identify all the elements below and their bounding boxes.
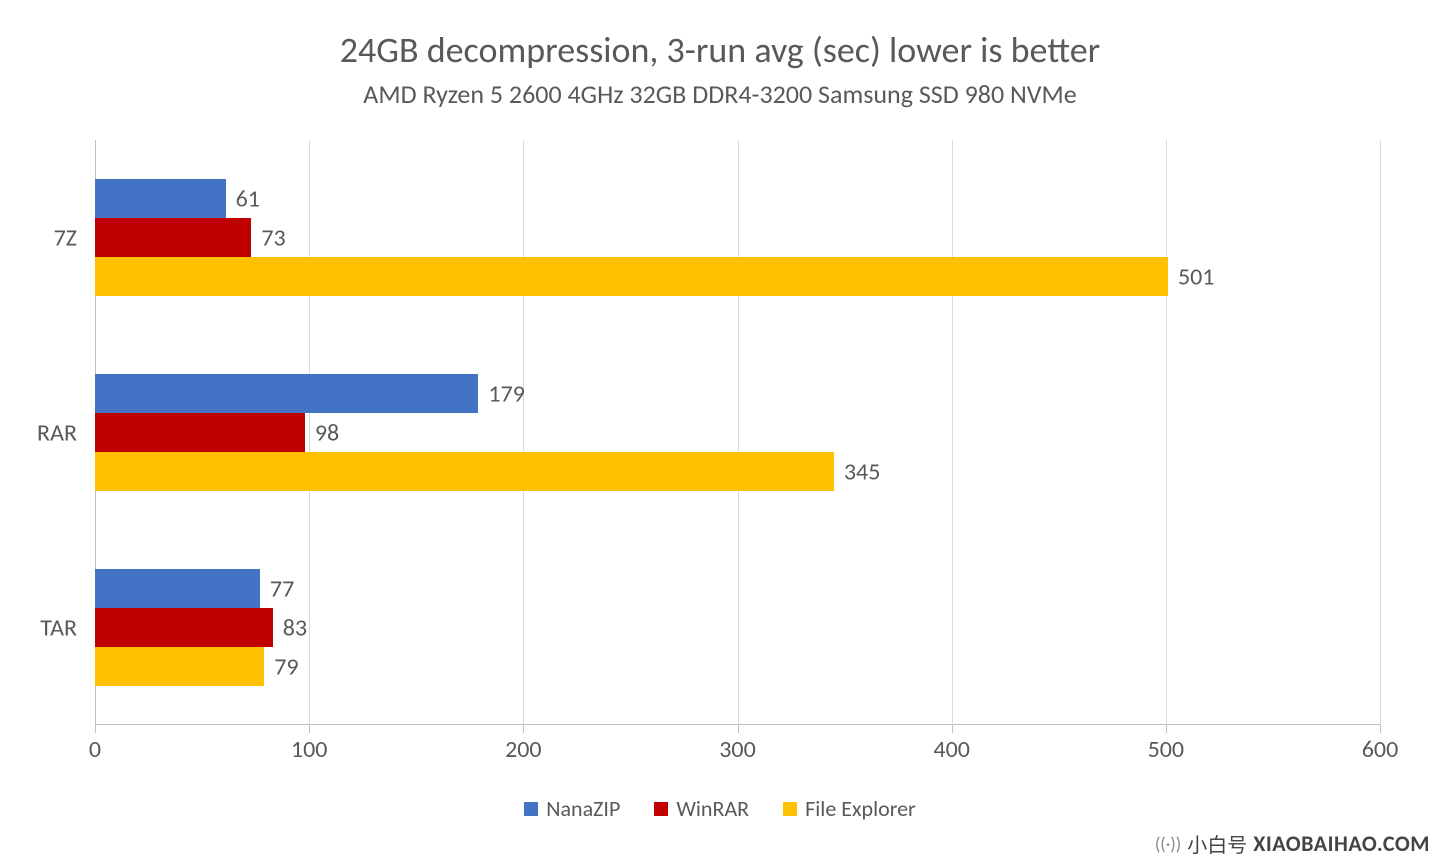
chart-subtitle: AMD Ryzen 5 2600 4GHz 32GB DDR4-3200 Sam… [0,78,1440,110]
legend-swatch [783,802,797,816]
x-tick-label: 200 [505,735,542,764]
x-tick-label: 600 [1362,735,1399,764]
bar: 98 [95,413,305,452]
legend-swatch [524,802,538,816]
legend: NanaZIP WinRAR File Explorer [0,795,1440,822]
bar-value-label: 98 [315,418,339,447]
category-label: 7Z [54,223,77,252]
bar: 73 [95,218,251,257]
attribution-cn: 小白号 [1187,829,1247,858]
x-tick [309,725,310,733]
legend-swatch [654,802,668,816]
chart-title: 24GB decompression, 3-run avg (sec) lowe… [0,28,1440,72]
legend-item: File Explorer [783,795,916,822]
bar: 79 [95,647,264,686]
category-label: RAR [37,418,77,447]
bar-value-label: 77 [270,574,294,603]
x-tick [738,725,739,733]
bar: 179 [95,374,478,413]
bar: 77 [95,569,260,608]
bar-value-label: 73 [261,223,285,252]
gridline [1380,140,1381,725]
attribution-en: XIAOBAIHAO.COM [1253,830,1430,857]
legend-label: WinRAR [676,795,749,822]
x-tick-label: 0 [89,735,101,764]
bar: 83 [95,608,273,647]
legend-item: NanaZIP [524,795,620,822]
bar-value-label: 501 [1178,262,1215,291]
x-tick [95,725,96,733]
x-tick [1380,725,1381,733]
plot-area: 01002003004005006007Z6173501RAR17998345T… [95,140,1380,725]
x-tick [952,725,953,733]
bar-value-label: 61 [236,184,260,213]
bar-value-label: 83 [283,613,307,642]
legend-item: WinRAR [654,795,749,822]
bar: 345 [95,452,834,491]
x-tick-label: 500 [1148,735,1185,764]
x-tick-label: 100 [291,735,328,764]
bar-value-label: 179 [488,379,525,408]
category-group: 7Z6173501 [95,140,1380,335]
legend-label: File Explorer [805,795,916,822]
bar: 61 [95,179,226,218]
x-tick [523,725,524,733]
x-tick-label: 400 [933,735,970,764]
broadcast-icon: ((·)) [1155,833,1181,855]
category-label: TAR [40,613,77,642]
category-group: TAR778379 [95,530,1380,725]
bar: 501 [95,257,1168,296]
chart-container: 24GB decompression, 3-run avg (sec) lowe… [0,0,1440,864]
bar-value-label: 79 [274,652,298,681]
attribution: ((·)) 小白号 XIAOBAIHAO.COM [1155,829,1430,858]
x-tick-label: 300 [719,735,756,764]
category-group: RAR17998345 [95,335,1380,530]
bar-value-label: 345 [844,457,881,486]
x-tick [1166,725,1167,733]
legend-label: NanaZIP [546,795,620,822]
